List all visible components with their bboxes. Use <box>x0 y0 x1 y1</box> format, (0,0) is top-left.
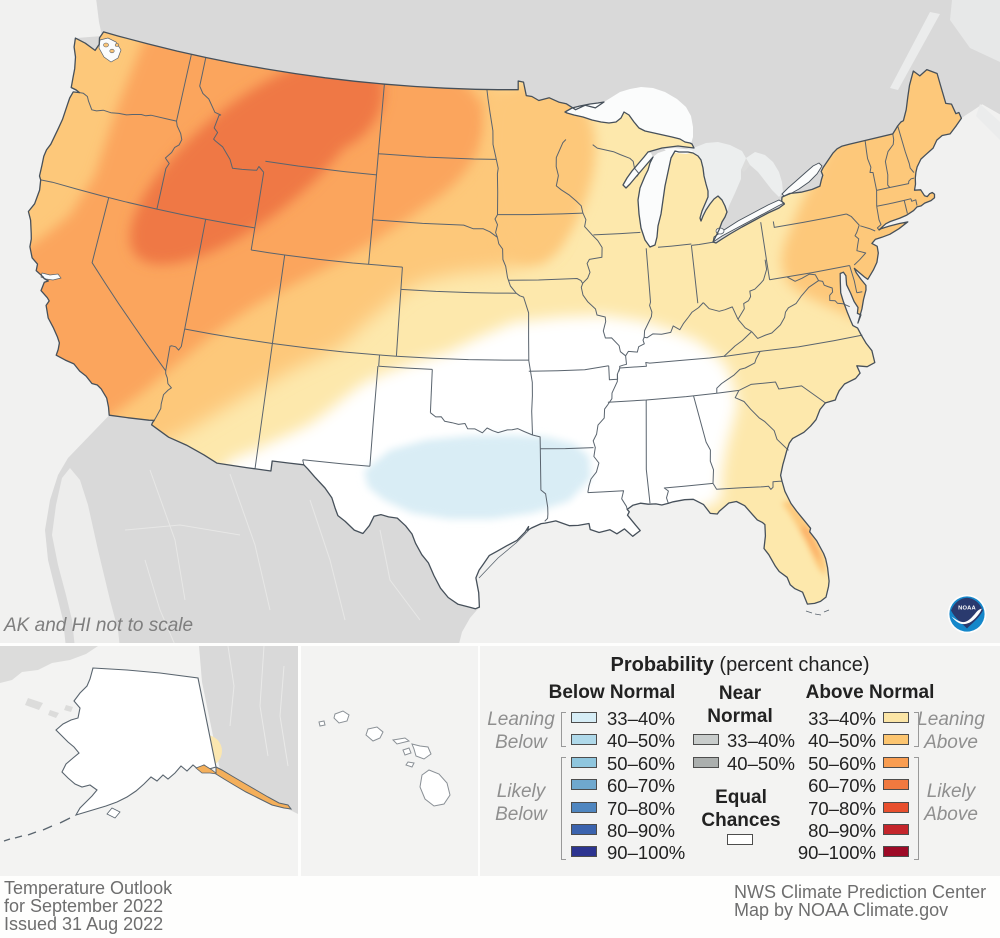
svg-text:NOAA: NOAA <box>958 606 976 612</box>
svg-text:AK and HI not to scale: AK and HI not to scale <box>3 615 193 636</box>
